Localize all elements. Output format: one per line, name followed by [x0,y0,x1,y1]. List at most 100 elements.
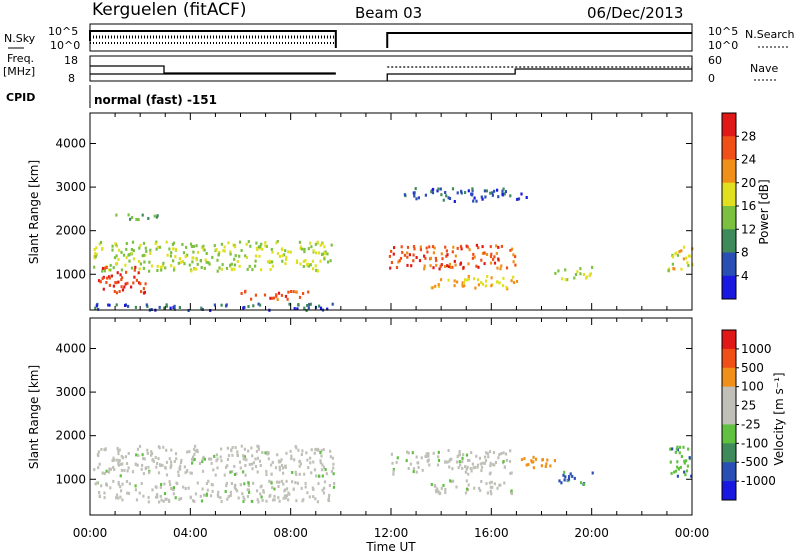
range-gate-cell [582,482,585,486]
range-gate-cell [147,471,151,475]
range-gate-cell [447,449,450,452]
range-gate-cell [168,500,171,503]
range-gate-cell [269,268,272,271]
range-gate-cell [218,250,221,254]
range-gate-cell [459,463,462,467]
range-gate-cell [462,266,465,269]
range-gate-cell [491,193,494,197]
range-gate-cell [295,261,298,265]
x-tick-label: 08:00 [273,526,308,540]
range-gate-cell [200,245,204,249]
range-gate-cell [461,456,464,460]
range-gate-cell [242,470,245,474]
range-gate-cell [273,296,276,300]
range-gate-cell [436,463,440,467]
range-gate-cell [489,471,492,475]
range-gate-cell [516,197,519,201]
range-gate-cell [257,302,260,306]
range-gate-cell [224,490,227,493]
range-gate-cell [262,489,265,493]
range-gate-cell [483,461,486,465]
range-gate-cell [473,486,476,490]
range-gate-cell [283,494,286,498]
range-gate-cell [112,284,115,288]
range-gate-cell [287,498,290,502]
range-gate-cell [444,265,447,268]
range-gate-cell [481,245,484,249]
range-gate-cell [116,446,119,450]
range-gate-cell [170,264,173,268]
range-gate-cell [128,252,131,256]
range-gate-cell [120,285,123,289]
range-gate-cell [123,468,126,472]
range-gate-cell [238,264,241,268]
range-gate-cell [184,255,187,258]
range-gate-cell [98,491,101,494]
range-gate-cell [676,460,679,464]
range-gate-cell [117,496,120,500]
range-gate-cell [97,454,100,457]
range-gate-cell [486,275,489,278]
range-gate-cell [165,460,169,464]
range-gate-cell [588,274,591,278]
range-gate-cell [430,483,433,486]
range-gate-cell [322,448,325,452]
range-gate-cell [418,259,422,263]
colorbar-tick-label: -1000 [741,474,776,488]
range-gate-cell [415,197,418,201]
range-gate-cell [401,250,404,254]
range-gate-cell [189,496,192,500]
range-gate-cell [166,253,169,257]
range-gate-cell [480,281,483,284]
range-gate-cell [200,266,203,269]
range-gate-cell [390,452,393,456]
range-gate-cell [486,452,489,456]
range-gate-cell [118,458,121,462]
range-gate-cell [142,241,146,245]
range-gate-cell [426,250,429,254]
range-gate-cell [512,281,516,285]
range-gate-cell [118,248,121,252]
range-gate-cell [113,458,116,462]
range-gate-cell [178,257,181,261]
range-gate-cell [312,488,315,491]
range-gate-cell [391,461,394,465]
range-gate-cell [425,452,428,456]
range-gate-cell [421,468,424,472]
range-gate-cell [501,189,504,193]
range-gate-cell [203,266,206,270]
range-gate-cell [480,258,483,262]
range-gate-cell [195,267,198,271]
range-gate-cell [254,264,257,268]
range-gate-cell [455,460,459,464]
range-gate-cell [449,266,452,269]
range-gate-cell [227,454,231,458]
nsearch-tick-low: 10^0 [708,39,738,52]
range-gate-cell [215,459,218,463]
range-gate-cell [117,481,120,484]
range-gate-cell [480,480,483,483]
range-gate-cell [434,256,437,260]
range-gate-cell [489,191,492,195]
range-gate-cell [154,456,157,459]
range-gate-cell [278,255,282,258]
range-gate-cell [389,266,392,270]
range-gate-cell [425,455,428,458]
range-gate-cell [93,248,96,251]
range-gate-cell [276,480,279,484]
range-gate-cell [315,474,318,478]
range-gate-cell [277,291,281,295]
range-gate-cell [477,265,480,269]
range-gate-cell [453,200,456,203]
range-gate-cell [453,259,456,263]
range-gate-cell [496,280,499,284]
range-gate-cell [98,462,101,466]
range-gate-cell [132,249,135,253]
range-gate-cell [159,494,162,498]
range-gate-cell [417,461,420,465]
range-gate-cell [688,456,691,460]
range-gate-cell [448,262,451,266]
range-gate-cell [273,498,276,502]
range-gate-cell [165,304,168,308]
range-gate-cell [481,251,484,255]
